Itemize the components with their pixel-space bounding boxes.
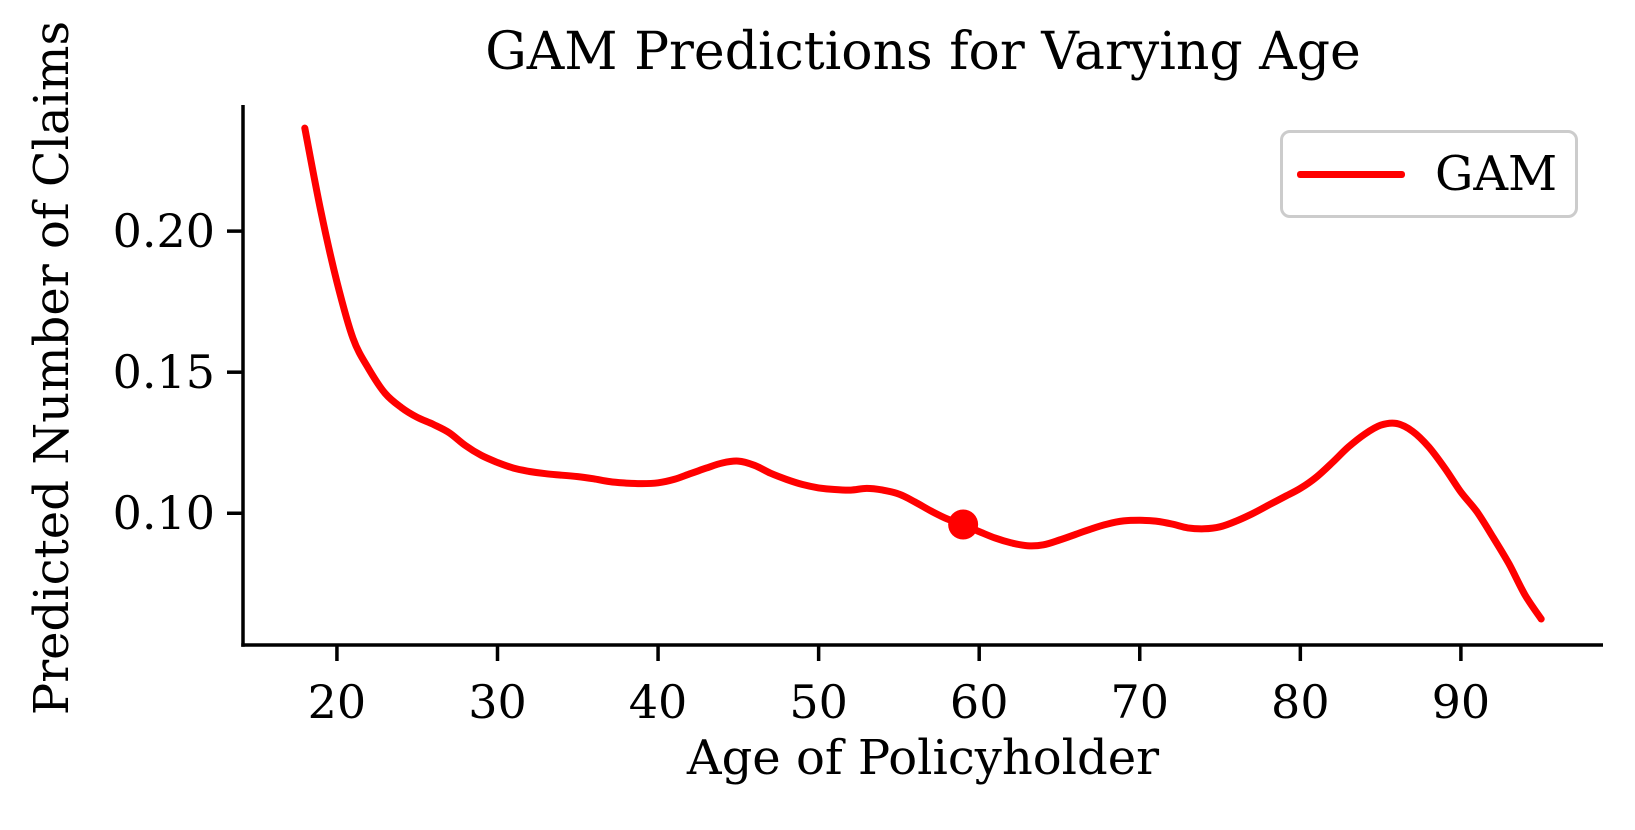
- gam-line-swatch: [1297, 170, 1405, 178]
- y-tick-label: 0.10: [113, 486, 215, 540]
- x-tick-label: 40: [629, 675, 688, 729]
- x-axis-label: Age of Policyholder: [686, 730, 1160, 786]
- x-tick-label: 80: [1271, 675, 1330, 729]
- x-tick-label: 90: [1432, 675, 1491, 729]
- x-tick-label: 30: [468, 675, 527, 729]
- x-tick-label: 50: [789, 675, 848, 729]
- y-tick-label: 0.15: [113, 345, 215, 399]
- legend-label-gam: GAM: [1435, 146, 1558, 202]
- x-tick-label: 70: [1110, 675, 1169, 729]
- x-tick-label: 60: [950, 675, 1009, 729]
- chart-title: GAM Predictions for Varying Age: [485, 22, 1361, 82]
- y-tick-label: 0.20: [113, 204, 215, 258]
- legend: GAM: [1280, 130, 1578, 218]
- prediction-point-marker: [948, 509, 979, 540]
- x-tick-label: 20: [308, 675, 367, 729]
- gam-prediction-line: [301, 124, 1545, 623]
